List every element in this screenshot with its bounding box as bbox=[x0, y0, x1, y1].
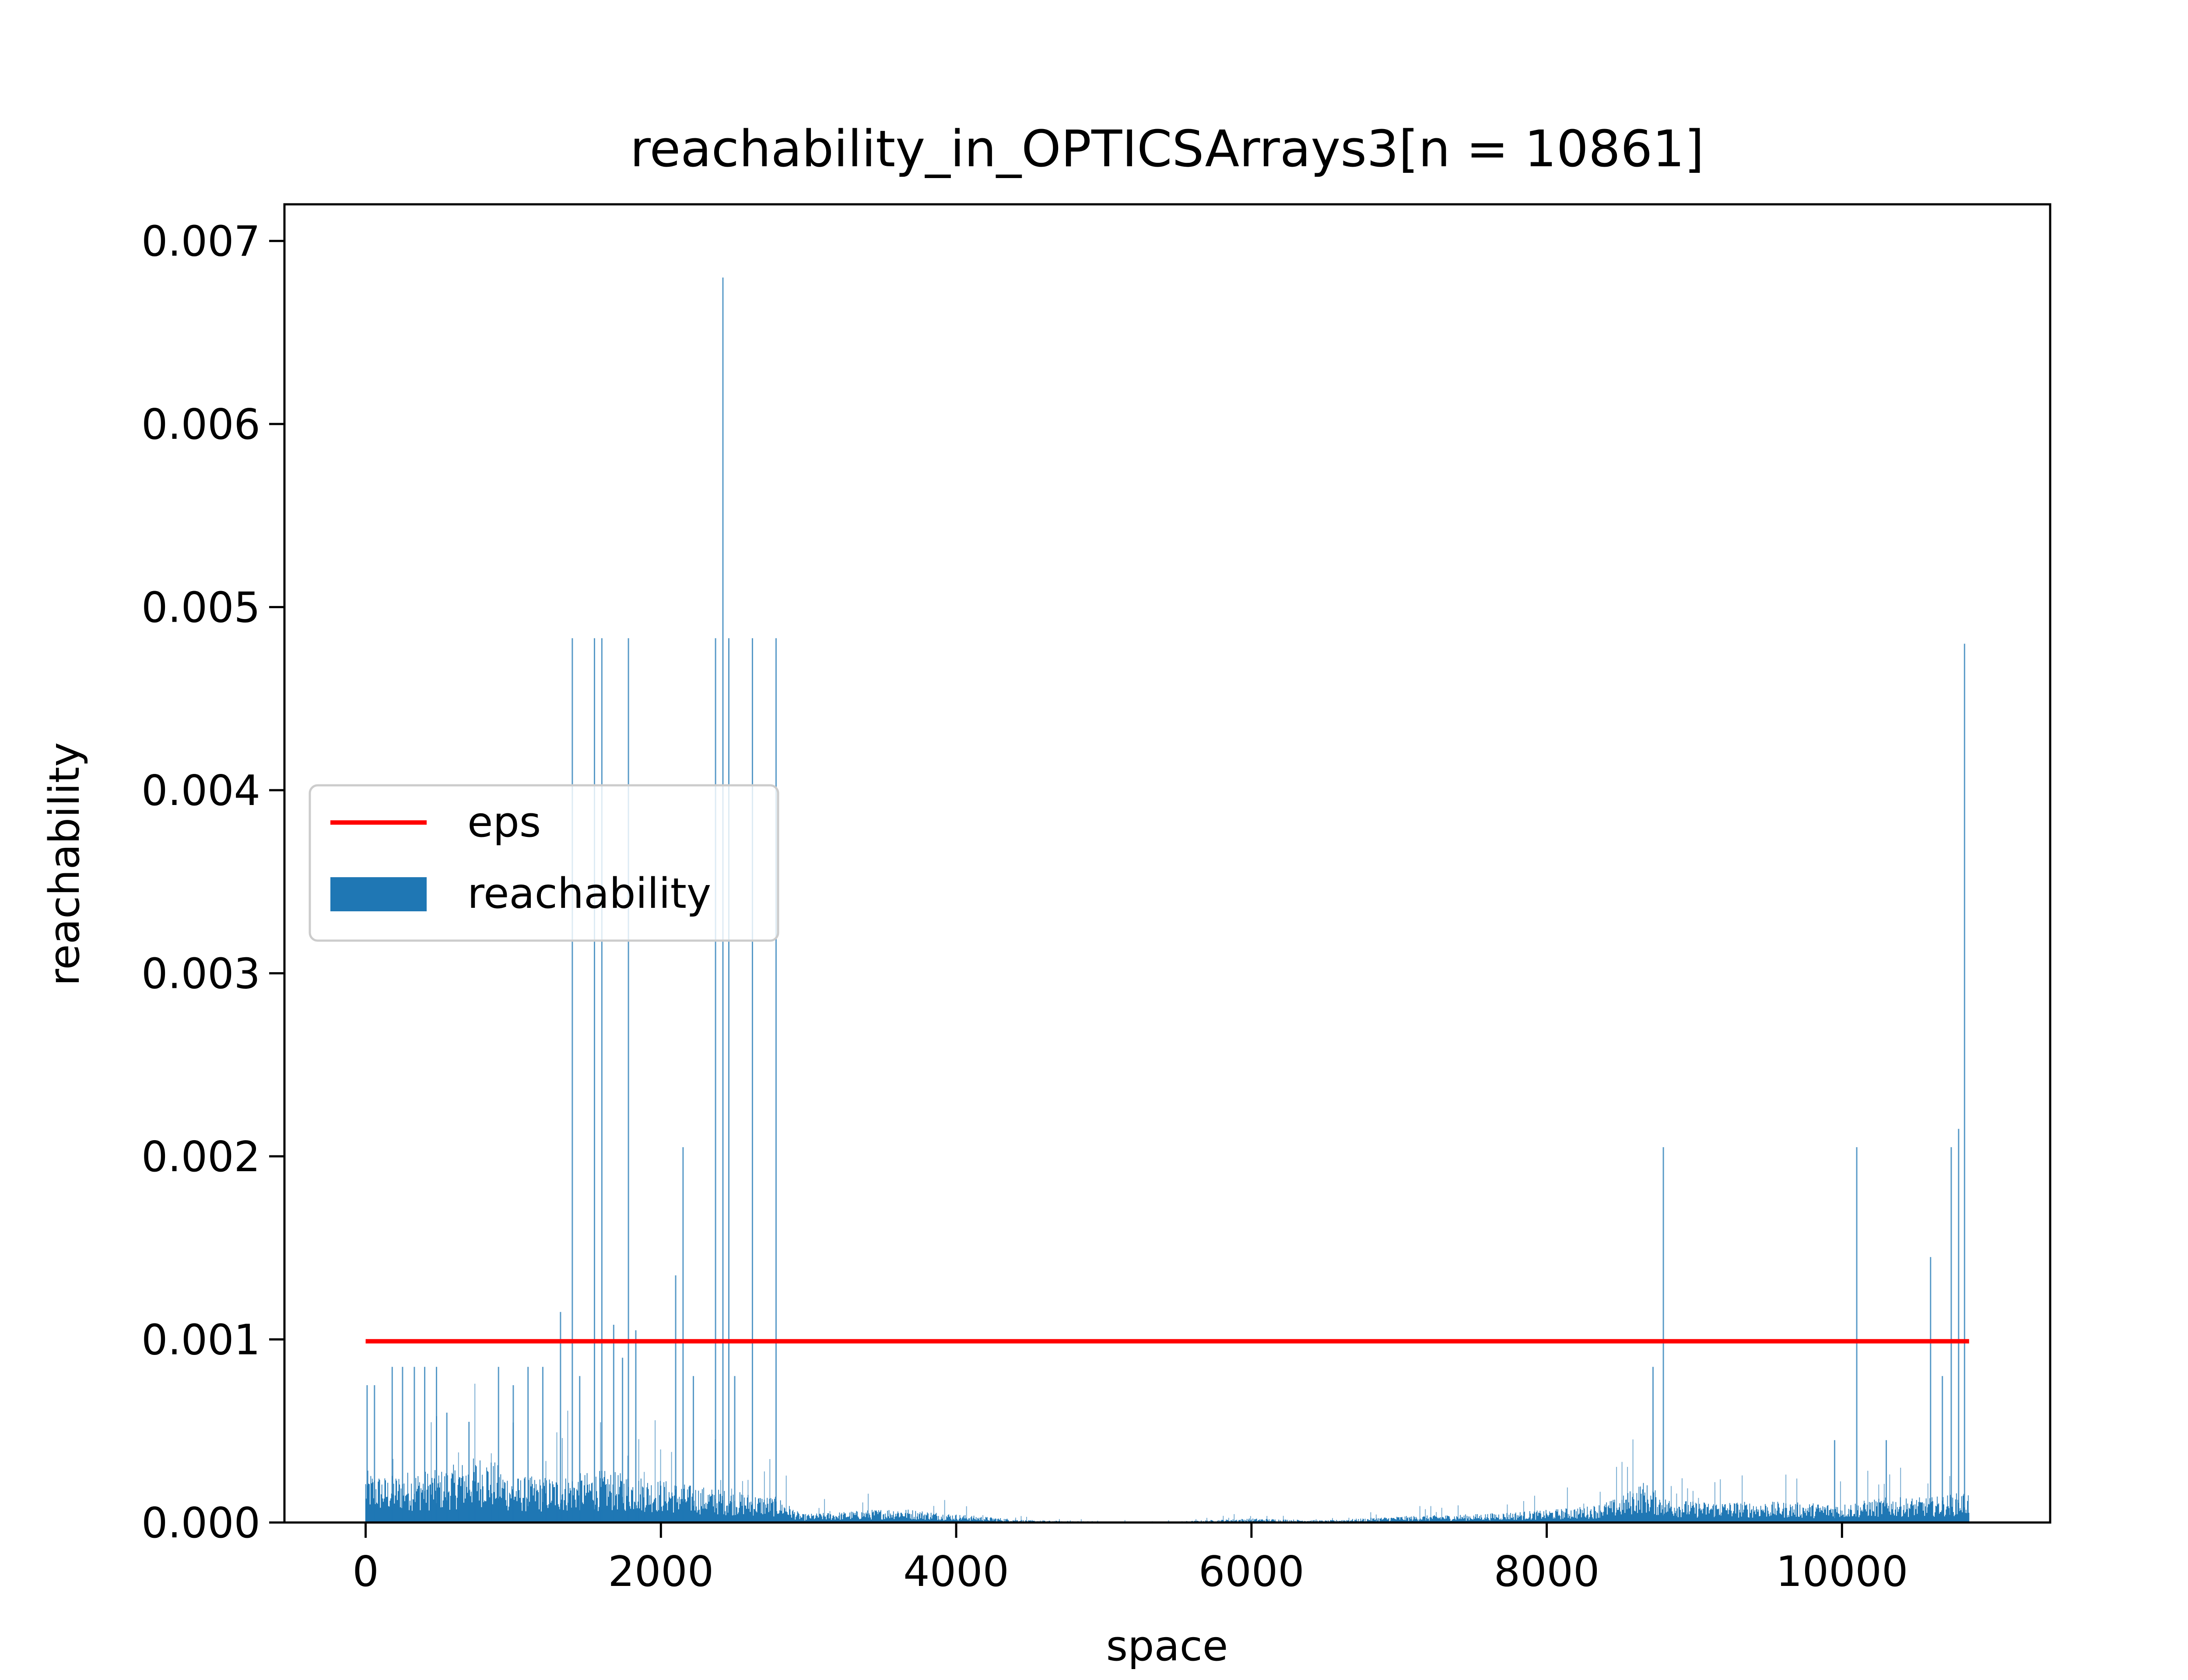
y-axis-label: reachability bbox=[41, 742, 89, 986]
x-axis-label: space bbox=[1106, 1622, 1228, 1670]
legend: eps reachability bbox=[309, 784, 779, 942]
y-tick-label: 0.003 bbox=[141, 950, 260, 998]
y-tick-label: 0.000 bbox=[141, 1499, 260, 1547]
legend-reachability-label: reachability bbox=[467, 870, 711, 918]
x-tick-label: 2000 bbox=[608, 1548, 714, 1596]
reachability-bar-texture bbox=[393, 1383, 1950, 1522]
x-tick-label: 6000 bbox=[1199, 1548, 1304, 1596]
x-tick-label: 4000 bbox=[903, 1548, 1009, 1596]
y-tick-label: 0.002 bbox=[141, 1133, 260, 1181]
y-tick-label: 0.005 bbox=[141, 584, 260, 632]
x-axis-ticks: 0 2000 4000 6000 8000 10000 bbox=[352, 1522, 1908, 1596]
x-tick-label: 8000 bbox=[1494, 1548, 1600, 1596]
chart-title: reachability_in_OPTICSArrays3[n = 10861] bbox=[630, 120, 1704, 178]
x-tick-label: 10000 bbox=[1776, 1548, 1908, 1596]
y-tick-label: 0.007 bbox=[141, 218, 260, 266]
plot-frame bbox=[283, 203, 2051, 1524]
x-tick-label: 0 bbox=[352, 1548, 379, 1596]
legend-box bbox=[309, 784, 779, 942]
y-tick-label: 0.001 bbox=[141, 1316, 260, 1365]
legend-reachability-swatch bbox=[330, 877, 427, 911]
legend-eps-label: eps bbox=[467, 798, 541, 847]
y-tick-label: 0.004 bbox=[141, 767, 260, 815]
y-axis-ticks: 0.000 0.001 0.002 0.003 0.004 0.005 0.006 0.007 bbox=[141, 218, 284, 1547]
y-tick-label: 0.006 bbox=[141, 401, 260, 449]
